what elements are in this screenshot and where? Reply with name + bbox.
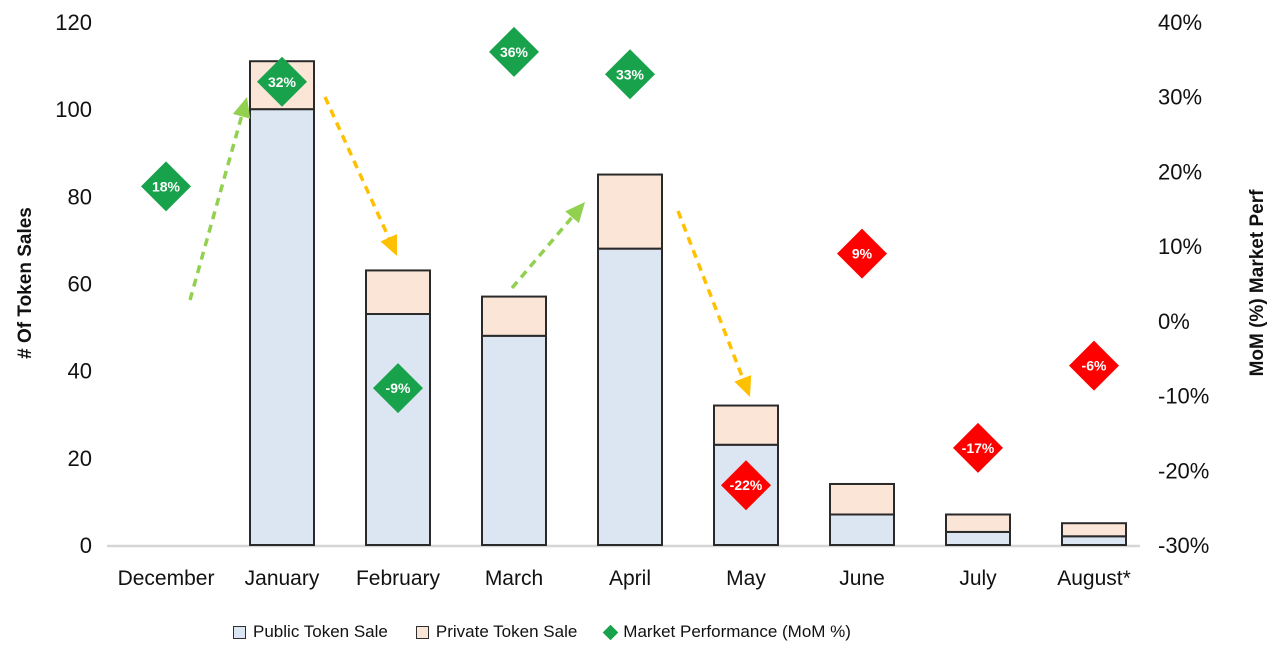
category-label: April bbox=[609, 567, 651, 590]
category-label: May bbox=[726, 567, 766, 590]
marker-diamond-icon bbox=[605, 49, 655, 100]
marker-label: -6% bbox=[1082, 358, 1107, 374]
marker-label: -9% bbox=[386, 380, 411, 396]
category-label: June bbox=[839, 567, 885, 590]
category-label: February bbox=[356, 567, 441, 590]
bar-segment-private bbox=[481, 295, 547, 337]
left-axis-tick-label: 100 bbox=[55, 97, 92, 122]
trend-arrow-head-icon bbox=[565, 202, 585, 224]
marker-diamond-icon bbox=[257, 56, 307, 107]
right-axis-title: MoM (%) Market Perf bbox=[1247, 189, 1268, 377]
category-label: March bbox=[485, 567, 543, 590]
bar-segment-private bbox=[1061, 522, 1127, 538]
legend-label-market: Market Performance (MoM %) bbox=[623, 622, 851, 641]
marker-label: 9% bbox=[852, 246, 873, 262]
category-label: August* bbox=[1057, 567, 1131, 590]
bar-segment-public bbox=[481, 334, 547, 546]
bar-segment-private bbox=[365, 269, 431, 316]
marker-diamond-icon bbox=[373, 363, 423, 414]
marker-diamond-icon bbox=[1069, 340, 1119, 391]
legend-item-private-token-sale: Private Token Sale bbox=[415, 622, 578, 642]
left-axis-tick-label: 60 bbox=[68, 272, 92, 297]
category-label: July bbox=[959, 567, 997, 590]
left-axis-tick-label: 0 bbox=[80, 533, 92, 558]
public-token-sale-swatch-icon bbox=[233, 625, 247, 639]
right-axis-tick-label: 20% bbox=[1158, 159, 1202, 184]
market-performance-diamond-icon bbox=[603, 624, 619, 640]
category-label: January bbox=[245, 567, 320, 590]
marker-label: -17% bbox=[962, 440, 995, 456]
marker-diamond-icon bbox=[721, 460, 771, 511]
private-token-sale-swatch-icon bbox=[415, 625, 429, 639]
left-axis-tick-label: 40 bbox=[68, 359, 92, 384]
marker-diamond-icon bbox=[141, 161, 191, 212]
legend-label-private: Private Token Sale bbox=[435, 622, 578, 641]
left-axis-title: # Of Token Sales bbox=[15, 207, 36, 359]
category-label: December bbox=[118, 567, 215, 590]
right-axis-tick-label: 0% bbox=[1158, 309, 1190, 334]
bar-segment-public bbox=[597, 247, 663, 546]
marker-diamond-icon bbox=[953, 422, 1003, 473]
bar-segment-private bbox=[713, 404, 779, 446]
trend-arrow-head-icon bbox=[232, 97, 251, 119]
marker-diamond-icon bbox=[489, 26, 539, 77]
left-axis-tick-label: 120 bbox=[55, 10, 92, 35]
right-axis-tick-label: 10% bbox=[1158, 234, 1202, 259]
left-axis-tick-label: 20 bbox=[68, 446, 92, 471]
right-axis-tick-label: -30% bbox=[1158, 533, 1209, 558]
bar-segment-private bbox=[597, 173, 663, 250]
bar-segment-public bbox=[829, 513, 895, 546]
bar-segment-public bbox=[1061, 535, 1127, 546]
legend-item-market-performance: Market Performance (MoM %) bbox=[603, 622, 851, 642]
marker-label: 18% bbox=[152, 178, 181, 194]
trend-arrow-head-icon bbox=[734, 375, 752, 397]
trend-arrow-line bbox=[323, 96, 392, 243]
bar-segment-public bbox=[249, 108, 315, 547]
legend-item-public-token-sale: Public Token Sale bbox=[233, 622, 388, 642]
right-axis-tick-label: 30% bbox=[1158, 85, 1202, 110]
left-axis-tick-label: 80 bbox=[68, 184, 92, 209]
bar-segment-private bbox=[945, 513, 1011, 533]
trend-arrow-line bbox=[188, 111, 245, 301]
right-axis-tick-label: -10% bbox=[1158, 384, 1209, 409]
bar-segment-public bbox=[365, 313, 431, 546]
marker-label: 36% bbox=[500, 44, 529, 60]
chart-canvas: 0 20 40 60 80 100 120 -30% -20% -10% 0% 10% 20% 30% 40… bbox=[55, 10, 1209, 590]
bar-segment-public bbox=[945, 530, 1011, 546]
bar-segment-private bbox=[829, 482, 895, 516]
marker-diamond-icon bbox=[837, 228, 887, 279]
legend-label-public: Public Token Sale bbox=[253, 622, 388, 641]
chart-legend: Public Token Sale Private Token Sale Mar… bbox=[0, 622, 1182, 642]
marker-label: 33% bbox=[616, 66, 645, 82]
trend-arrow-line bbox=[676, 210, 746, 383]
right-axis-tick-label: -20% bbox=[1158, 458, 1209, 483]
marker-label: -22% bbox=[730, 477, 763, 493]
trend-arrow-head-icon bbox=[380, 234, 397, 256]
marker-label: 32% bbox=[268, 74, 297, 90]
right-axis-tick-label: 40% bbox=[1158, 10, 1202, 35]
trend-arrow-line bbox=[510, 213, 576, 290]
